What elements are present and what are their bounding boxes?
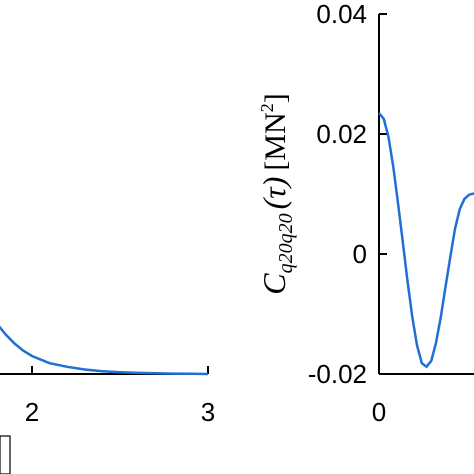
ylabel-units-exponent: 2	[257, 103, 277, 112]
svg-text:Cq20q20(τ)[MN2]: Cq20q20 (τ) [MN2]	[256, 93, 297, 294]
right-y-tick-label: 0.02	[316, 119, 367, 149]
ylabel-units: [MN	[259, 112, 292, 170]
right-x-ticks: 0	[372, 397, 386, 427]
right-panel: 0.040.020-0.02 0 Cq20q20(τ)[MN2]	[256, 0, 474, 427]
left-partial-legend-box	[0, 435, 11, 474]
ylabel-subscript: q20q20	[275, 213, 297, 273]
right-y-tick-label: 0.04	[316, 0, 367, 29]
right-x-tick-label: 0	[372, 397, 386, 427]
ylabel-argument: (τ)	[256, 177, 292, 210]
right-y-tick-label: -0.02	[308, 359, 367, 389]
ylabel-units-close: ]	[259, 93, 292, 103]
right-series-line	[378, 112, 474, 369]
left-x-tick-label: 2	[25, 397, 39, 427]
left-x-tick-label: 3	[201, 397, 215, 427]
left-series-line	[0, 325, 209, 376]
right-y-tick-label: 0	[353, 239, 367, 269]
right-y-axis-label: Cq20q20 (τ) [MN2]	[256, 93, 297, 294]
ylabel-symbol: C	[256, 273, 292, 295]
right-y-ticks: 0.04 0.02 0 -0.02	[308, 0, 387, 389]
